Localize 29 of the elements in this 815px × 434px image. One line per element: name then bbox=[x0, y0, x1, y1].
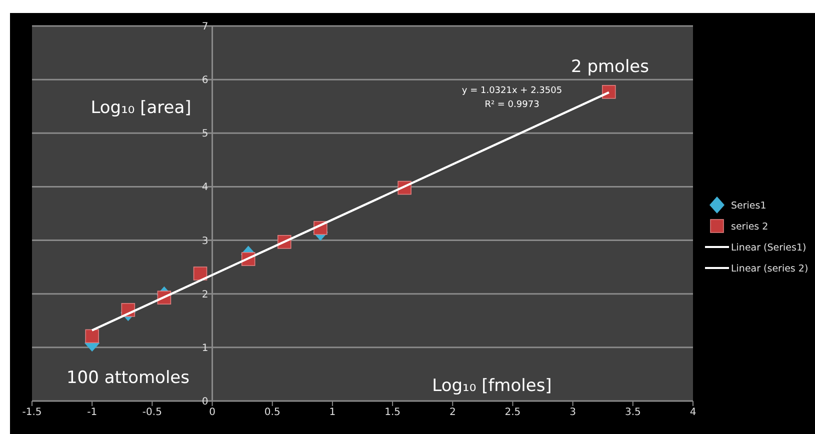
annotation: R² = 0.9973 bbox=[484, 100, 540, 110]
y-tick-label: 3 bbox=[202, 236, 208, 247]
x-tick-label: 3.5 bbox=[624, 407, 641, 418]
x-tick-label: 2 bbox=[449, 407, 456, 418]
y-tick-label: 7 bbox=[202, 22, 208, 32]
x-tick-label: 0 bbox=[209, 407, 216, 418]
y-axis-title: Log₁₀ [area] bbox=[90, 98, 192, 118]
y-tick-label: 4 bbox=[202, 182, 208, 194]
annotation: y = 1.0321x + 2.3505 bbox=[462, 86, 562, 96]
x-tick-label: -0.5 bbox=[142, 407, 162, 418]
legend-label: Linear (series 2) bbox=[731, 264, 808, 274]
legend-label: Linear (Series1) bbox=[731, 242, 806, 254]
x-tick-label: 2.5 bbox=[504, 407, 521, 418]
legend-label: Series1 bbox=[731, 200, 766, 212]
y-tick-label: 6 bbox=[202, 75, 208, 86]
legend-label: series 2 bbox=[731, 222, 768, 232]
x-tick-label: -1.5 bbox=[22, 407, 42, 418]
annotation: 2 pmoles bbox=[570, 57, 650, 77]
x-axis-title: Log₁₀ [fmoles] bbox=[432, 376, 552, 396]
x-tick-label: 1 bbox=[329, 407, 336, 418]
x-tick-label: -1 bbox=[87, 407, 98, 418]
y-tick-label: 2 bbox=[202, 289, 208, 300]
x-tick-label: 0.5 bbox=[264, 407, 280, 418]
x-tick-label: 1.5 bbox=[384, 407, 400, 418]
y-tick-label: 5 bbox=[202, 128, 208, 140]
x-tick-label: 4 bbox=[690, 407, 696, 418]
y-tick-label: 1 bbox=[202, 342, 208, 354]
annotation: 100 attomoles bbox=[66, 368, 190, 388]
x-tick-label: 3 bbox=[570, 407, 576, 418]
